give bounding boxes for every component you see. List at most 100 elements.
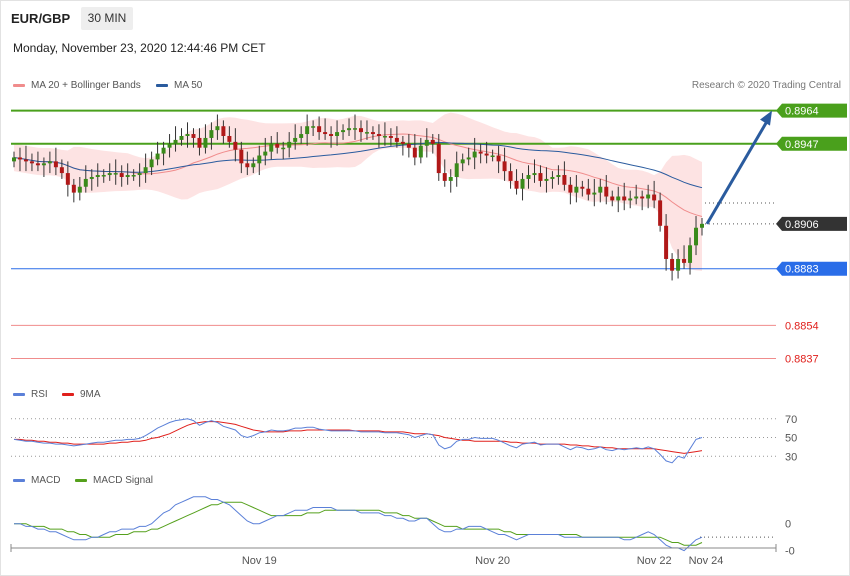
candles xyxy=(12,114,704,281)
candle-body xyxy=(568,184,573,193)
macd-tick-label: 0 xyxy=(785,519,791,531)
candle-body xyxy=(652,194,657,201)
macd-tick-label: -0 xyxy=(785,546,795,558)
candle-body xyxy=(107,173,112,176)
credit-text: Research © 2020 Trading Central xyxy=(691,80,841,91)
datetime-label: Monday, November 23, 2020 12:44:46 PM CE… xyxy=(13,41,266,55)
candle-body xyxy=(430,139,435,144)
candle-body xyxy=(574,186,579,193)
candle-body xyxy=(640,196,645,199)
candle-body xyxy=(472,151,477,158)
candle-body xyxy=(610,196,615,201)
candle-body xyxy=(370,132,375,135)
candle-body xyxy=(562,175,567,185)
candle-body xyxy=(113,173,118,175)
candle-body xyxy=(245,163,250,168)
candle-body xyxy=(317,126,322,133)
candle-body xyxy=(143,167,148,174)
level-label-0.8947: 0.8947 xyxy=(785,139,819,151)
candle-body xyxy=(161,147,166,154)
legend-label: MA 20 + Bollinger Bands xyxy=(31,80,141,91)
legend-label: MACD xyxy=(31,475,61,486)
legend-label: MA 50 xyxy=(174,80,203,91)
legend-ma20-bollinger: MA 20 + Bollinger Bands xyxy=(13,80,141,91)
level-label-0.8837: 0.8837 xyxy=(785,354,819,366)
bollinger-bands xyxy=(14,112,702,271)
candle-body xyxy=(209,130,214,138)
candle-body xyxy=(137,173,142,176)
candle-body xyxy=(329,134,334,136)
candle-body xyxy=(400,141,405,144)
candle-body xyxy=(23,159,28,162)
candle-body xyxy=(388,135,393,138)
candle-body xyxy=(35,163,40,166)
legend-label: 9MA xyxy=(80,389,101,400)
candle-body xyxy=(538,173,543,181)
candle-body xyxy=(95,175,100,177)
candle-body xyxy=(646,194,651,199)
candle-body xyxy=(604,186,609,197)
candle-body xyxy=(41,163,46,166)
candle-body xyxy=(580,186,585,189)
candle-body xyxy=(77,186,82,193)
candle-body xyxy=(191,134,196,138)
candle-body xyxy=(65,173,70,185)
candle-body xyxy=(311,126,316,128)
macd-panel: 0 -0 xyxy=(14,496,795,558)
candle-body xyxy=(358,128,363,133)
candle-body xyxy=(287,141,292,148)
level-label-0.8854: 0.8854 xyxy=(785,320,819,332)
candle-body xyxy=(293,137,298,142)
candle-body xyxy=(658,200,663,226)
candle-body xyxy=(622,196,627,201)
candle-body xyxy=(676,258,681,271)
candle-body xyxy=(664,225,669,259)
candle-body xyxy=(173,139,178,144)
candle-body xyxy=(149,159,154,168)
candle-body xyxy=(556,175,561,177)
rsi-tick-label: 30 xyxy=(785,451,797,463)
legend-swatch xyxy=(13,478,25,482)
candle-body xyxy=(670,258,675,271)
rsi-panel: 70 50 30 xyxy=(11,414,797,464)
candle-body xyxy=(269,143,274,152)
candle-body xyxy=(532,173,537,176)
candle-body xyxy=(59,167,64,174)
candle-body xyxy=(185,134,190,136)
target-arrow-shaft xyxy=(705,118,770,225)
candle-body xyxy=(520,178,525,189)
candle-body xyxy=(347,128,352,131)
candle-body xyxy=(17,157,22,160)
candle-body xyxy=(586,188,591,195)
candle-body xyxy=(221,126,226,136)
time-axis: Nov 19 Nov 20 Nov 22 Nov 24 xyxy=(10,544,777,567)
candle-body xyxy=(12,157,16,162)
candle-body xyxy=(700,223,704,228)
level-label-0.8883: 0.8883 xyxy=(785,264,819,276)
candle-body xyxy=(634,196,639,199)
legend-swatch xyxy=(156,83,168,87)
candle-body xyxy=(466,157,471,160)
candle-body xyxy=(382,135,387,138)
candle-body xyxy=(101,175,106,177)
candle-body xyxy=(544,178,549,181)
candle-body xyxy=(341,130,346,133)
candle-body xyxy=(353,128,358,130)
candle-body xyxy=(682,258,687,263)
candle-body xyxy=(448,176,453,181)
timeframe-badge[interactable]: 30 MIN xyxy=(81,7,133,30)
candle-body xyxy=(197,137,202,148)
candle-body xyxy=(179,135,184,140)
time-tick-label: Nov 20 xyxy=(475,555,510,567)
time-tick-label: Nov 19 xyxy=(242,555,277,567)
legend-macd: MACD xyxy=(13,475,60,486)
candle-body xyxy=(694,227,699,246)
candle-body xyxy=(83,178,88,187)
candle-body xyxy=(424,139,429,146)
price-levels xyxy=(11,109,778,360)
candle-body xyxy=(257,155,262,164)
candle-body xyxy=(496,155,501,162)
level-tag-0.8906 xyxy=(776,216,847,231)
level-tag-0.8883 xyxy=(776,261,847,276)
candle-body xyxy=(508,171,513,181)
